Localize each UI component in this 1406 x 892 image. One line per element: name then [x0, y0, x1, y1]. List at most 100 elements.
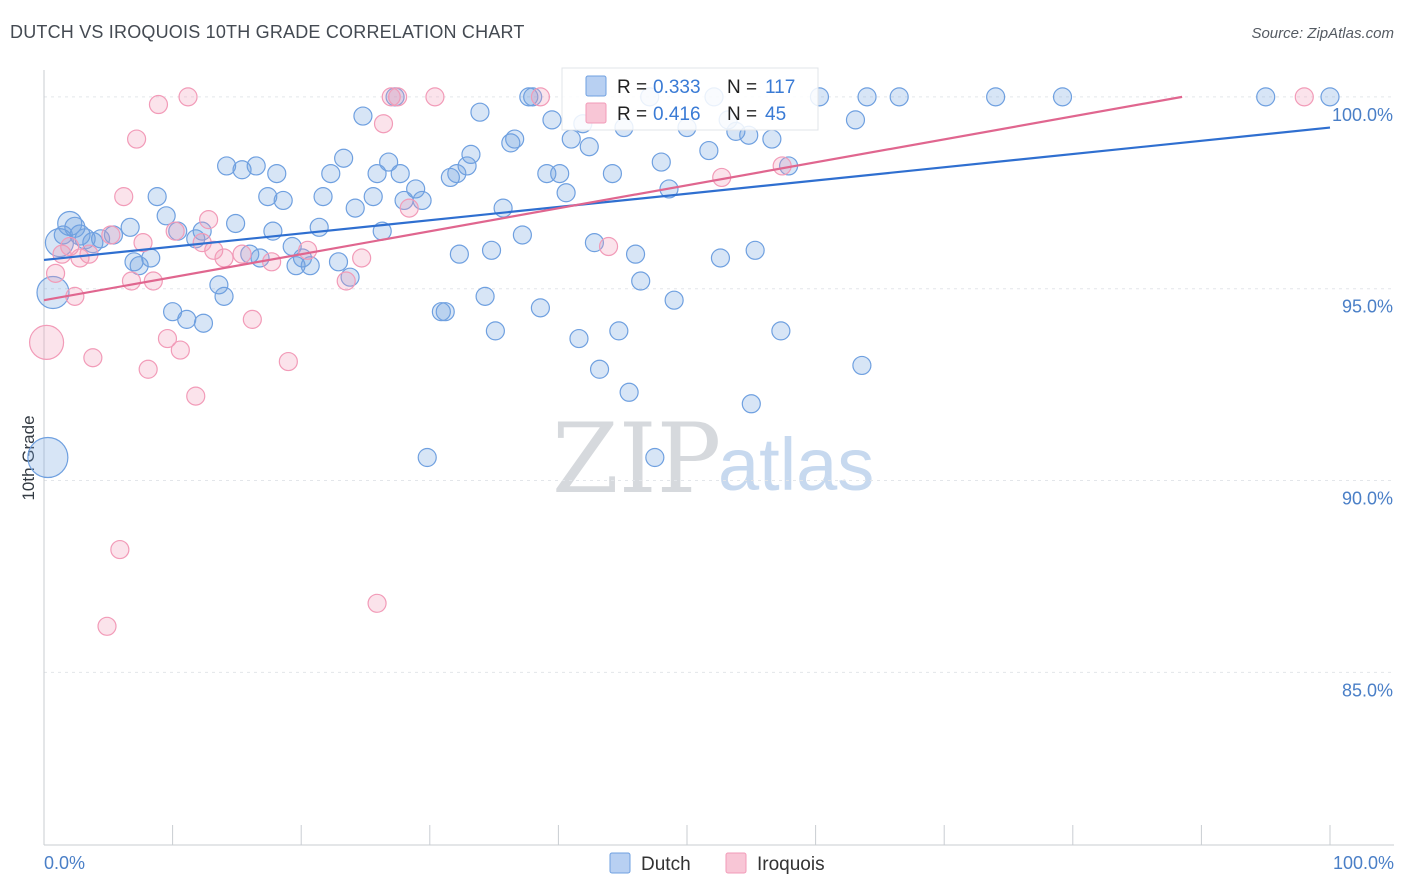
dutch-point [417, 447, 437, 468]
iroquois-point [298, 240, 318, 260]
dutch-point [1256, 87, 1276, 107]
dutch-point [771, 321, 791, 341]
iroquois-point [772, 156, 792, 176]
dutch-point [501, 133, 521, 153]
iroquois-point [232, 244, 252, 264]
iroquois-point [381, 87, 401, 107]
trend-lines [43, 95, 1331, 302]
dutch-point [390, 163, 410, 184]
x-ticks [43, 825, 1331, 845]
watermark-atlas: atlas [718, 423, 874, 506]
dutch-point [328, 252, 349, 272]
dutch-point [556, 183, 576, 203]
iroquois-legend-swatch [585, 102, 607, 124]
dutch-point [579, 137, 599, 157]
iroquois-point [138, 359, 158, 379]
dutch-point [493, 198, 513, 218]
dutch-point [530, 298, 550, 318]
dutch-point [651, 152, 671, 172]
dutch-point [120, 217, 140, 237]
iroquois-point [126, 129, 147, 149]
dutch-point [214, 286, 234, 306]
series-legend: Dutch Iroquois [609, 852, 825, 875]
dutch-point [550, 163, 570, 184]
dutch-point [367, 163, 387, 184]
dutch-series-swatch [609, 852, 631, 874]
dutch-point [226, 213, 246, 234]
iroquois-point [133, 233, 153, 253]
dutch-point [699, 140, 719, 161]
dutch-point [246, 156, 266, 176]
dutch-point [379, 152, 399, 172]
y-axis-title: 10th Grade [19, 415, 38, 500]
source-credit: Source: ZipAtlas.com [1251, 25, 1394, 42]
dutch-point [741, 394, 761, 414]
dutch-point [300, 256, 320, 276]
dutch-point [664, 290, 684, 310]
dutch-point [461, 144, 481, 165]
iroquois-n-value: 45 [765, 104, 786, 125]
dutch-point [845, 110, 866, 130]
dutch-point [584, 233, 605, 253]
dutch-point [889, 87, 909, 107]
x-tick-label-max: 100.0% [1333, 853, 1394, 873]
dutch-point [631, 271, 651, 291]
iroquois-point [83, 348, 103, 368]
dutch-point [209, 275, 229, 295]
iroquois-series-swatch [725, 852, 747, 874]
iroquois-point [157, 328, 178, 349]
dutch-point [340, 267, 360, 287]
dutch-legend-swatch [585, 75, 607, 97]
dutch-point [321, 163, 341, 184]
dutch-trend-line [43, 126, 1331, 262]
iroquois-point [97, 616, 117, 636]
iroquois-r-value: 0.416 [653, 104, 701, 125]
dutch-point [645, 447, 665, 468]
iroquois-point [399, 198, 419, 218]
iroquois-point [165, 221, 185, 241]
iroquois-points [28, 87, 1314, 636]
dutch-point [762, 129, 782, 149]
iroquois-point [204, 240, 224, 260]
dutch-point [435, 302, 455, 322]
dutch-points [27, 87, 1340, 479]
dutch-point [27, 436, 69, 479]
iroquois-point [28, 324, 65, 361]
stats-legend: R = 0.333 N = 117 R = 0.416 N = 45 [561, 67, 819, 131]
axes [43, 70, 1394, 846]
dutch-point [1052, 87, 1073, 107]
dutch-point [447, 163, 467, 184]
dutch-point [457, 156, 477, 176]
y-tick-labels: 85.0% 90.0% 95.0% 100.0% [1332, 105, 1393, 700]
iroquois-series-label: Iroquois [757, 854, 825, 875]
dutch-point [129, 256, 149, 276]
dutch-point [147, 187, 167, 207]
dutch-point [745, 240, 765, 260]
dutch-point [258, 187, 278, 207]
y-tick-label: 85.0% [1342, 680, 1393, 700]
dutch-point [512, 225, 532, 245]
dutch-r-value: 0.333 [653, 77, 701, 98]
iroquois-point [214, 248, 234, 268]
dutch-point [857, 87, 877, 107]
iroquois-point [278, 351, 298, 372]
dutch-point [602, 163, 623, 184]
dutch-point [90, 229, 111, 249]
iroquois-point [425, 87, 445, 107]
dutch-point [156, 206, 176, 226]
dutch-n-value: 117 [765, 77, 795, 98]
iroquois-point [242, 309, 262, 329]
iroquois-point [388, 87, 408, 107]
dutch-point [542, 110, 562, 130]
dutch-point [286, 256, 306, 276]
dutch-point [363, 187, 383, 207]
dutch-point [124, 252, 144, 272]
dutch-point [561, 129, 581, 149]
dutch-point [1320, 87, 1340, 107]
iroquois-point [1294, 87, 1314, 107]
iroquois-point [352, 248, 372, 268]
dutch-point [267, 163, 287, 184]
iroquois-r-label: R = [617, 104, 647, 125]
dutch-point [505, 129, 525, 149]
dutch-point [309, 217, 329, 237]
